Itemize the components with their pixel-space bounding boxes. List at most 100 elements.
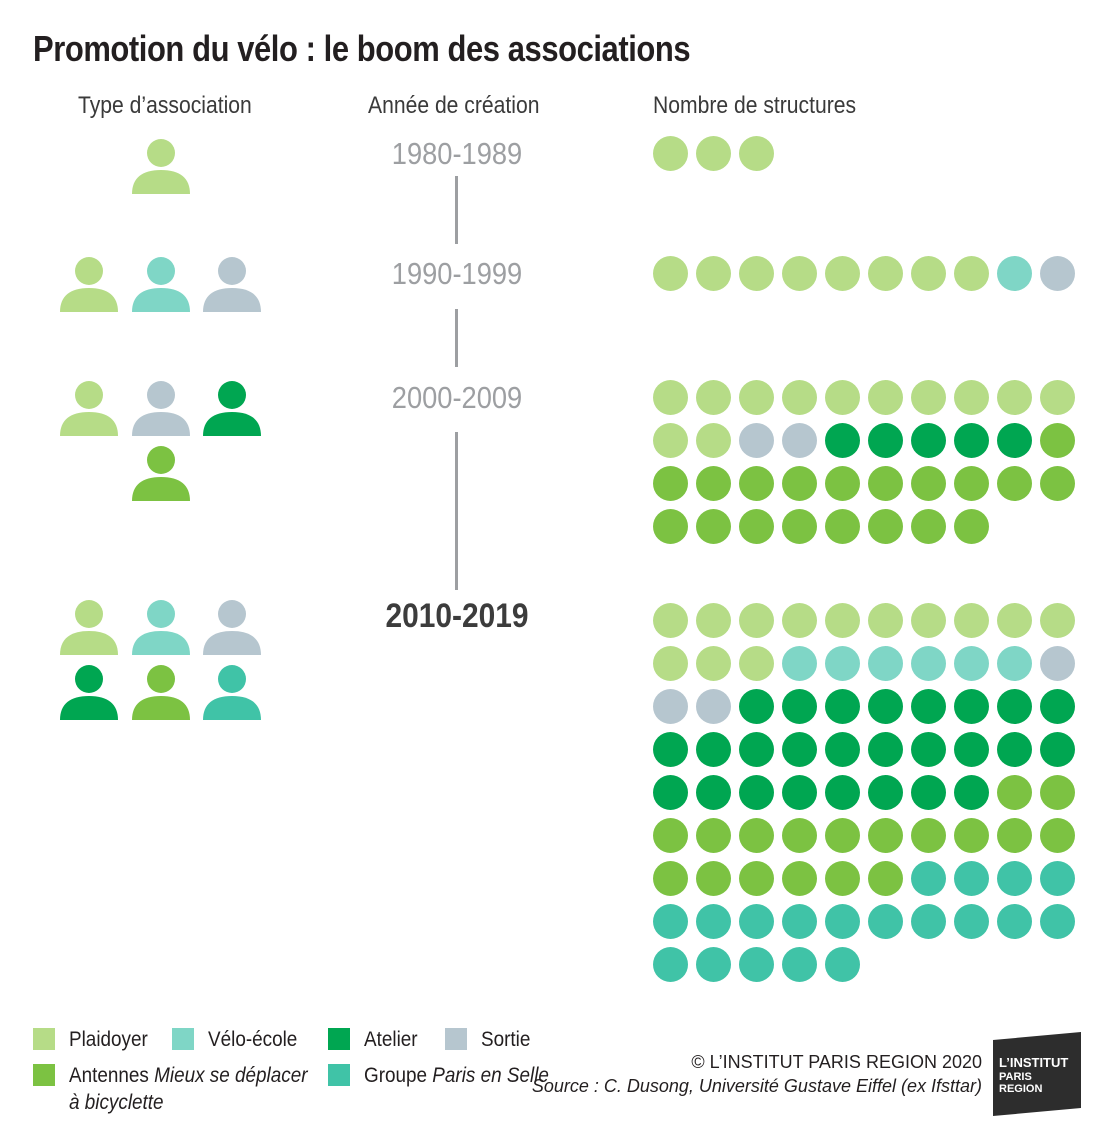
person-icon-plaidoyer [60, 381, 118, 436]
dot-plaidoyer [954, 603, 989, 638]
dot-sortie [1040, 646, 1075, 681]
legend-item-plaidoyer: Plaidoyer [33, 1026, 157, 1053]
dot-antennes [1040, 818, 1075, 853]
dot-antennes [911, 818, 946, 853]
dot-antennes [868, 509, 903, 544]
dot-plaidoyer [825, 603, 860, 638]
dot-plaidoyer [1040, 380, 1075, 415]
dot-groupe [868, 904, 903, 939]
dot-groupe [825, 947, 860, 982]
dot-antennes [653, 861, 688, 896]
dot-antennes [868, 466, 903, 501]
dot-sortie [653, 689, 688, 724]
dot-plaidoyer [782, 380, 817, 415]
legend-label: Antennes [69, 1064, 155, 1087]
dot-atelier [868, 689, 903, 724]
dot-velo-ecole [911, 646, 946, 681]
dot-plaidoyer [825, 256, 860, 291]
dot-plaidoyer [868, 603, 903, 638]
dot-atelier [825, 423, 860, 458]
dot-antennes [997, 775, 1032, 810]
dot-groupe [997, 861, 1032, 896]
dot-antennes [653, 818, 688, 853]
dot-plaidoyer [739, 646, 774, 681]
column-header-type: Type d’association [78, 92, 252, 119]
timeline-connector [455, 432, 458, 590]
dot-antennes [825, 861, 860, 896]
dot-antennes [782, 861, 817, 896]
dot-plaidoyer [696, 603, 731, 638]
dot-plaidoyer [911, 380, 946, 415]
dot-antennes [782, 509, 817, 544]
dot-velo-ecole [868, 646, 903, 681]
dot-atelier [997, 689, 1032, 724]
dot-antennes [954, 818, 989, 853]
dot-groupe [739, 947, 774, 982]
timeline-connector [455, 309, 458, 367]
dot-antennes [997, 818, 1032, 853]
dot-plaidoyer [997, 603, 1032, 638]
dot-atelier [696, 732, 731, 767]
dot-atelier [782, 689, 817, 724]
legend-label: Atelier [364, 1028, 418, 1051]
person-icon-plaidoyer [132, 139, 190, 194]
legend-item-groupe: Groupe Paris en Selle [328, 1062, 569, 1089]
dot-antennes [954, 509, 989, 544]
period-label-1980: 1980-1989 [391, 136, 523, 171]
dot-groupe [653, 947, 688, 982]
period-label-2010: 2010-2019 [385, 597, 529, 635]
dot-antennes [825, 509, 860, 544]
timeline-connector [455, 176, 458, 244]
dot-antennes [653, 466, 688, 501]
person-icon-plaidoyer [60, 600, 118, 655]
legend-label-italic: Mieux se déplacer [154, 1064, 308, 1087]
dot-atelier [1040, 689, 1075, 724]
dot-antennes [782, 818, 817, 853]
dot-atelier [653, 732, 688, 767]
dot-velo-ecole [825, 646, 860, 681]
dot-atelier [997, 423, 1032, 458]
legend-swatch [172, 1028, 194, 1050]
dot-plaidoyer [739, 380, 774, 415]
dot-groupe [696, 947, 731, 982]
dot-antennes [1040, 423, 1075, 458]
dot-atelier [782, 775, 817, 810]
dot-atelier [954, 775, 989, 810]
period-label-1990: 1990-1999 [391, 256, 523, 291]
dot-antennes [997, 466, 1032, 501]
dot-antennes [782, 466, 817, 501]
legend-item-atelier: Atelier [328, 1026, 424, 1053]
dot-antennes [739, 509, 774, 544]
dot-antennes [825, 818, 860, 853]
dot-plaidoyer [653, 256, 688, 291]
dot-plaidoyer [825, 380, 860, 415]
logo-text-line3: REGION [999, 1083, 1043, 1095]
dot-plaidoyer [911, 256, 946, 291]
dot-antennes [696, 818, 731, 853]
person-icon-atelier [203, 381, 261, 436]
dot-atelier [911, 423, 946, 458]
dot-antennes [911, 466, 946, 501]
dot-atelier [868, 423, 903, 458]
dot-groupe [1040, 861, 1075, 896]
dot-sortie [739, 423, 774, 458]
legend-swatch [33, 1028, 55, 1050]
legend-label: Plaidoyer [69, 1028, 148, 1051]
dot-sortie [782, 423, 817, 458]
dot-sortie [696, 689, 731, 724]
dot-plaidoyer [653, 380, 688, 415]
dot-atelier [782, 732, 817, 767]
dot-plaidoyer [954, 380, 989, 415]
dot-plaidoyer [1040, 603, 1075, 638]
dot-plaidoyer [696, 380, 731, 415]
person-icon-plaidoyer [60, 257, 118, 312]
dot-plaidoyer [868, 380, 903, 415]
dot-atelier [825, 775, 860, 810]
dot-velo-ecole [954, 646, 989, 681]
dot-plaidoyer [696, 423, 731, 458]
dot-groupe [653, 904, 688, 939]
dot-velo-ecole [997, 256, 1032, 291]
dot-plaidoyer [954, 256, 989, 291]
dot-antennes [739, 861, 774, 896]
legend-swatch [328, 1028, 350, 1050]
